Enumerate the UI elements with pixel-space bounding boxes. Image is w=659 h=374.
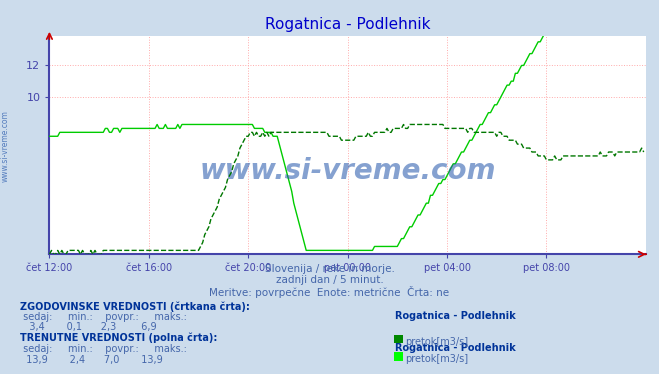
Title: Rogatnica - Podlehnik: Rogatnica - Podlehnik [265,16,430,31]
Text: pretok[m3/s]: pretok[m3/s] [405,337,469,347]
Text: Slovenija / reke in morje.: Slovenija / reke in morje. [264,264,395,274]
Text: www.si-vreme.com: www.si-vreme.com [1,110,10,182]
Text: Rogatnica - Podlehnik: Rogatnica - Podlehnik [395,311,516,321]
Text: sedaj:     min.:    povpr.:     maks.:: sedaj: min.: povpr.: maks.: [20,344,186,354]
Text: TRENUTNE VREDNOSTI (polna črta):: TRENUTNE VREDNOSTI (polna črta): [20,333,217,343]
Text: Meritve: povrpečne  Enote: metrične  Črta: ne: Meritve: povrpečne Enote: metrične Črta:… [210,286,449,298]
Text: www.si-vreme.com: www.si-vreme.com [200,157,496,185]
Text: zadnji dan / 5 minut.: zadnji dan / 5 minut. [275,275,384,285]
Text: 13,9       2,4      7,0       13,9: 13,9 2,4 7,0 13,9 [20,355,163,365]
Text: ZGODOVINSKE VREDNOSTI (črtkana črta):: ZGODOVINSKE VREDNOSTI (črtkana črta): [20,301,250,312]
Text: pretok[m3/s]: pretok[m3/s] [405,354,469,364]
Text: 3,4       0,1      2,3        6,9: 3,4 0,1 2,3 6,9 [20,322,156,332]
Text: Rogatnica - Podlehnik: Rogatnica - Podlehnik [395,343,516,353]
Text: sedaj:     min.:    povpr.:     maks.:: sedaj: min.: povpr.: maks.: [20,312,186,322]
